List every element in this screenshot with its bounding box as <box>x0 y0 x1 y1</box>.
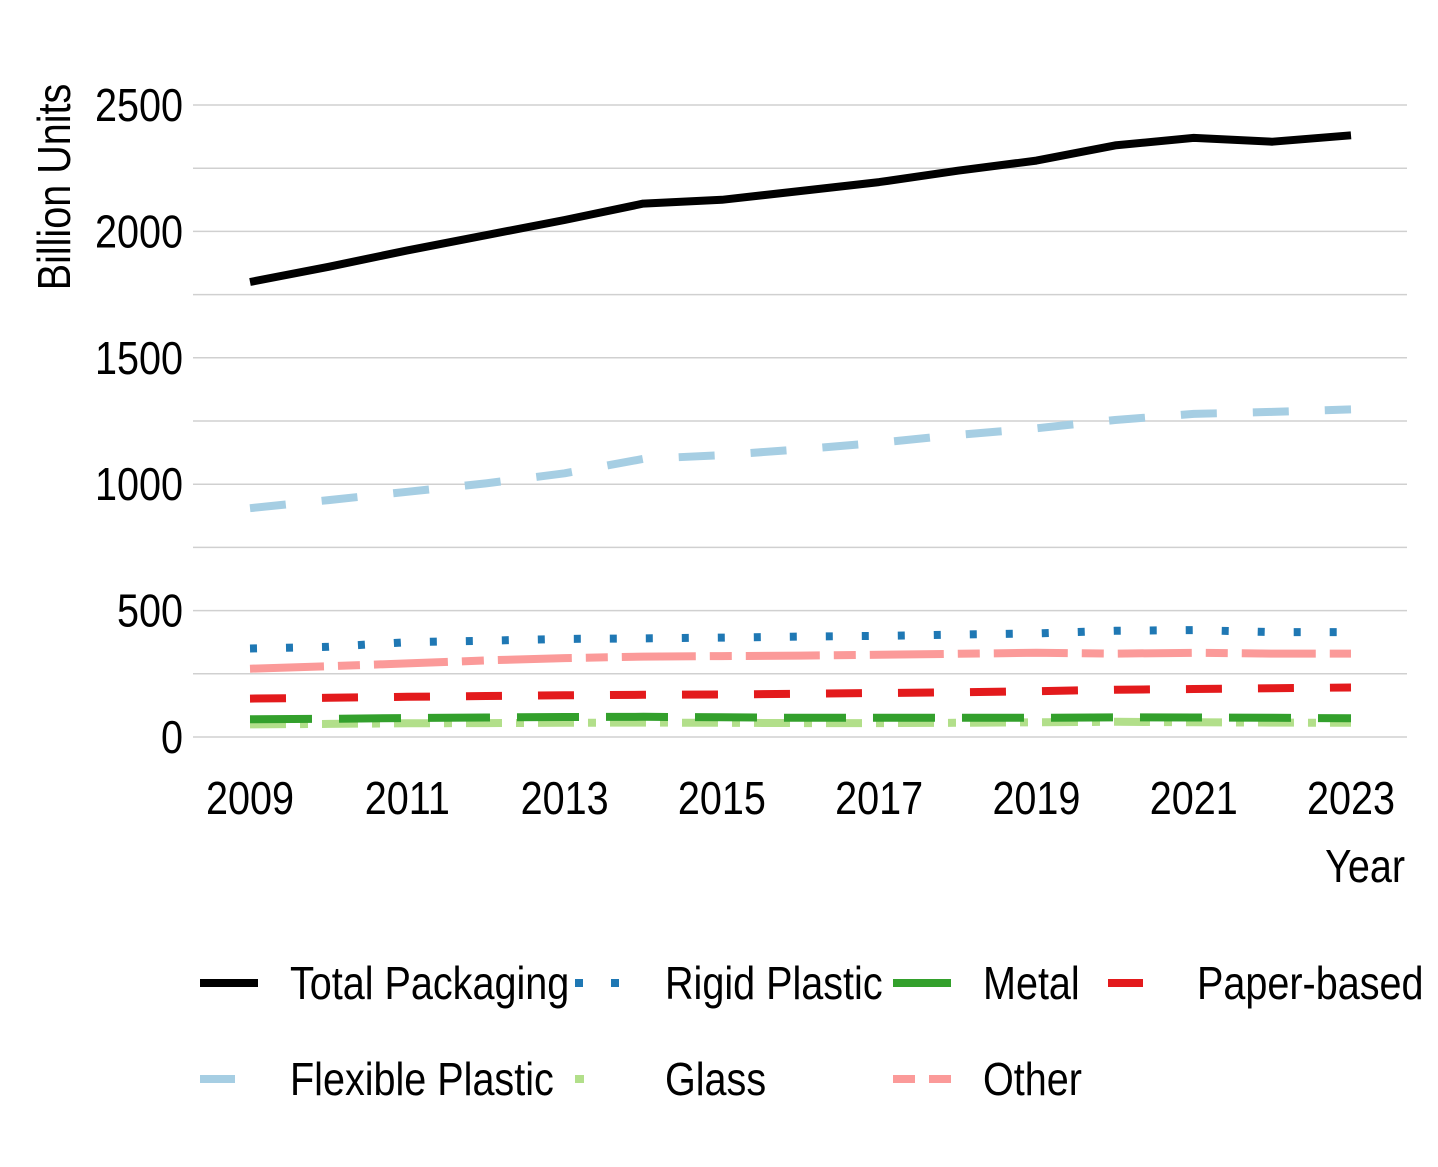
x-tick-label: 2015 <box>678 773 766 824</box>
legend-label: Paper-based <box>1197 958 1423 1009</box>
legend-label: Rigid Plastic <box>665 958 883 1009</box>
x-tick-label: 2019 <box>992 773 1080 824</box>
series-line-flexible-plastic <box>249 405 1352 513</box>
series-line-other <box>249 648 1351 673</box>
x-tick-label: 2023 <box>1307 773 1395 824</box>
y-tick-label: 2500 <box>95 80 183 131</box>
y-tick-label: 500 <box>117 586 183 637</box>
legend-item: Paper-based <box>1108 958 1423 1010</box>
x-tick-label: 2021 <box>1150 773 1238 824</box>
y-tick-label: 1500 <box>95 333 183 384</box>
y-tick-label: 1000 <box>95 459 183 510</box>
series-lines <box>249 131 1352 729</box>
series-line-paper-based <box>249 683 1352 703</box>
x-axis-label: Year <box>1325 841 1405 892</box>
y-axis-label: Billion Units <box>29 84 80 291</box>
x-tick-label: 2011 <box>365 773 450 824</box>
legend-label: Flexible Plastic <box>290 1054 554 1105</box>
legend-label: Metal <box>983 958 1080 1009</box>
x-tick-label: 2013 <box>521 773 609 824</box>
legend-label: Glass <box>665 1054 766 1105</box>
legend-item: Flexible Plastic <box>200 1054 554 1106</box>
series-line-metal <box>249 712 1352 724</box>
x-tick-label: 2017 <box>835 773 923 824</box>
legend-item: Glass <box>575 1054 766 1106</box>
x-tick-label: 2009 <box>206 773 294 824</box>
legend-item: Rigid Plastic <box>575 958 883 1010</box>
y-tick-label: 0 <box>161 712 183 763</box>
legend: Total Packaging Rigid Plastic Metal Paper-b… <box>200 958 1423 1106</box>
gridlines <box>193 104 1407 738</box>
legend-label: Total Packaging <box>290 958 569 1009</box>
series-line-total-packaging <box>249 131 1352 286</box>
legend-label: Other <box>983 1054 1082 1105</box>
legend-item: Metal <box>893 958 1080 1010</box>
y-tick-labels: 0 500 1000 1500 2000 2500 <box>95 80 183 763</box>
legend-item: Total Packaging <box>200 958 569 1010</box>
y-tick-label: 2000 <box>95 207 183 258</box>
legend-item: Other <box>893 1054 1082 1106</box>
series-line-rigid-plastic <box>249 626 1351 653</box>
x-tick-labels: 2009 2011 2013 2015 2017 2019 2021 2023 <box>206 773 1395 824</box>
series-line-glass <box>249 717 1352 729</box>
